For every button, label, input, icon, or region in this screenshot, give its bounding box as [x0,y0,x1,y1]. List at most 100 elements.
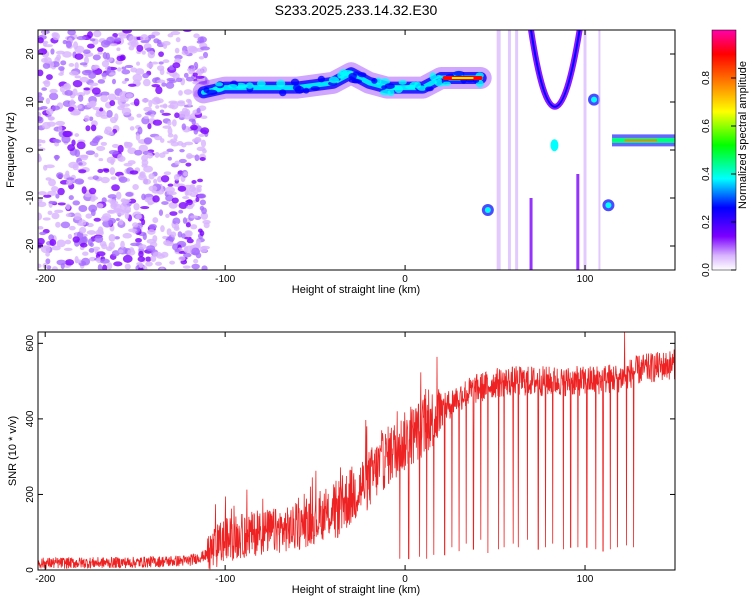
noise-blob [114,113,119,121]
noise-blob [74,149,81,158]
noise-blob [169,260,176,265]
noise-blob [147,123,152,130]
noise-blob [183,246,189,253]
noise-blob [118,219,124,226]
noise-blob [118,249,124,254]
noise-blob [156,79,166,84]
snr-border [37,331,676,571]
noise-blob [155,105,160,109]
noise-blob [138,144,148,153]
noise-blob [110,176,117,180]
noise-blob [100,91,110,96]
main-tone-blob [357,72,367,78]
noise-blob [138,174,147,181]
noise-blob [195,240,201,248]
noise-blob [82,49,91,54]
noise-blob [138,262,144,269]
noise-blob [78,219,87,227]
v-curve-vertex [550,139,559,152]
noise-blob [74,133,80,137]
noise-blob [178,209,184,214]
noise-blob [115,191,122,200]
noise-blob [89,38,96,42]
noise-blob [57,125,63,132]
spectrogram-ytick-label: -10 [25,190,36,205]
noise-blob [105,130,114,136]
noise-blob [70,110,81,116]
snr-xtick-label: 100 [577,574,594,585]
noise-blob [142,78,151,87]
noise-blob [165,213,170,218]
noise-blob [141,159,149,166]
noise-blob [46,108,54,115]
noise-blob [76,141,86,150]
noise-blob [121,66,127,70]
noise-blob [183,253,192,258]
noise-blob [87,31,93,39]
noise-blob [140,40,150,44]
noise-blob [199,205,205,211]
noise-blob [199,199,207,206]
noise-blob [124,77,130,82]
noise-blob [185,76,195,82]
noise-blob [194,154,200,162]
noise-blob [162,125,172,129]
spectrogram-ytick-label: -20 [25,238,36,253]
noise-blob [92,175,99,180]
noise-blob [87,176,95,180]
noise-blob [165,81,175,89]
noise-blob [153,178,158,185]
noise-blob [183,89,193,95]
noise-blob [89,242,94,247]
noise-blob [178,90,183,96]
noise-blob [76,36,87,41]
noise-blob [108,233,116,242]
noise-blob [68,161,79,169]
noise-blob [159,104,168,108]
noise-blob [38,48,48,55]
noise-blob [144,47,155,52]
noise-blob [121,209,131,213]
noise-blob [101,60,110,68]
main-tone-blob [414,81,421,89]
noise-blob [135,133,141,141]
noise-blob [196,68,204,76]
main-tone-blob [371,78,378,84]
noise-blob [88,204,98,213]
noise-blob [122,232,132,239]
noise-blob [54,139,62,144]
noise-blob [88,72,97,79]
noise-blob [86,230,97,235]
noise-blob [128,198,137,204]
noise-blob [97,264,103,270]
noise-blob [68,225,76,231]
noise-blob [38,212,43,221]
noise-blob [102,264,108,270]
noise-blob [44,164,55,169]
colorbar-tick-label: 0.2 [701,215,712,229]
noise-blob [68,63,75,67]
noise-blob [111,184,120,192]
noise-blob [88,248,95,253]
noise-blob [51,212,60,220]
noise-blob [38,201,47,208]
noise-blob [38,143,42,147]
noise-blob [140,34,149,42]
noise-blob [92,246,101,251]
noise-blob [171,197,179,204]
noise-blob [106,109,113,118]
noise-blob [101,72,108,77]
noise-blob [160,251,169,258]
noise-blob [182,195,190,200]
main-tone-blob [442,81,451,86]
noise-blob [146,245,156,252]
noise-blob [55,50,66,55]
noise-blob [122,254,133,263]
noise-blob [190,224,198,230]
noise-blob [58,66,65,71]
figure-title: S233.2025.233.14.32.E30 [275,2,438,18]
noise-blob [54,209,64,214]
noise-blob [42,62,51,69]
noise-blob [147,228,156,235]
noise-blob [162,43,168,49]
